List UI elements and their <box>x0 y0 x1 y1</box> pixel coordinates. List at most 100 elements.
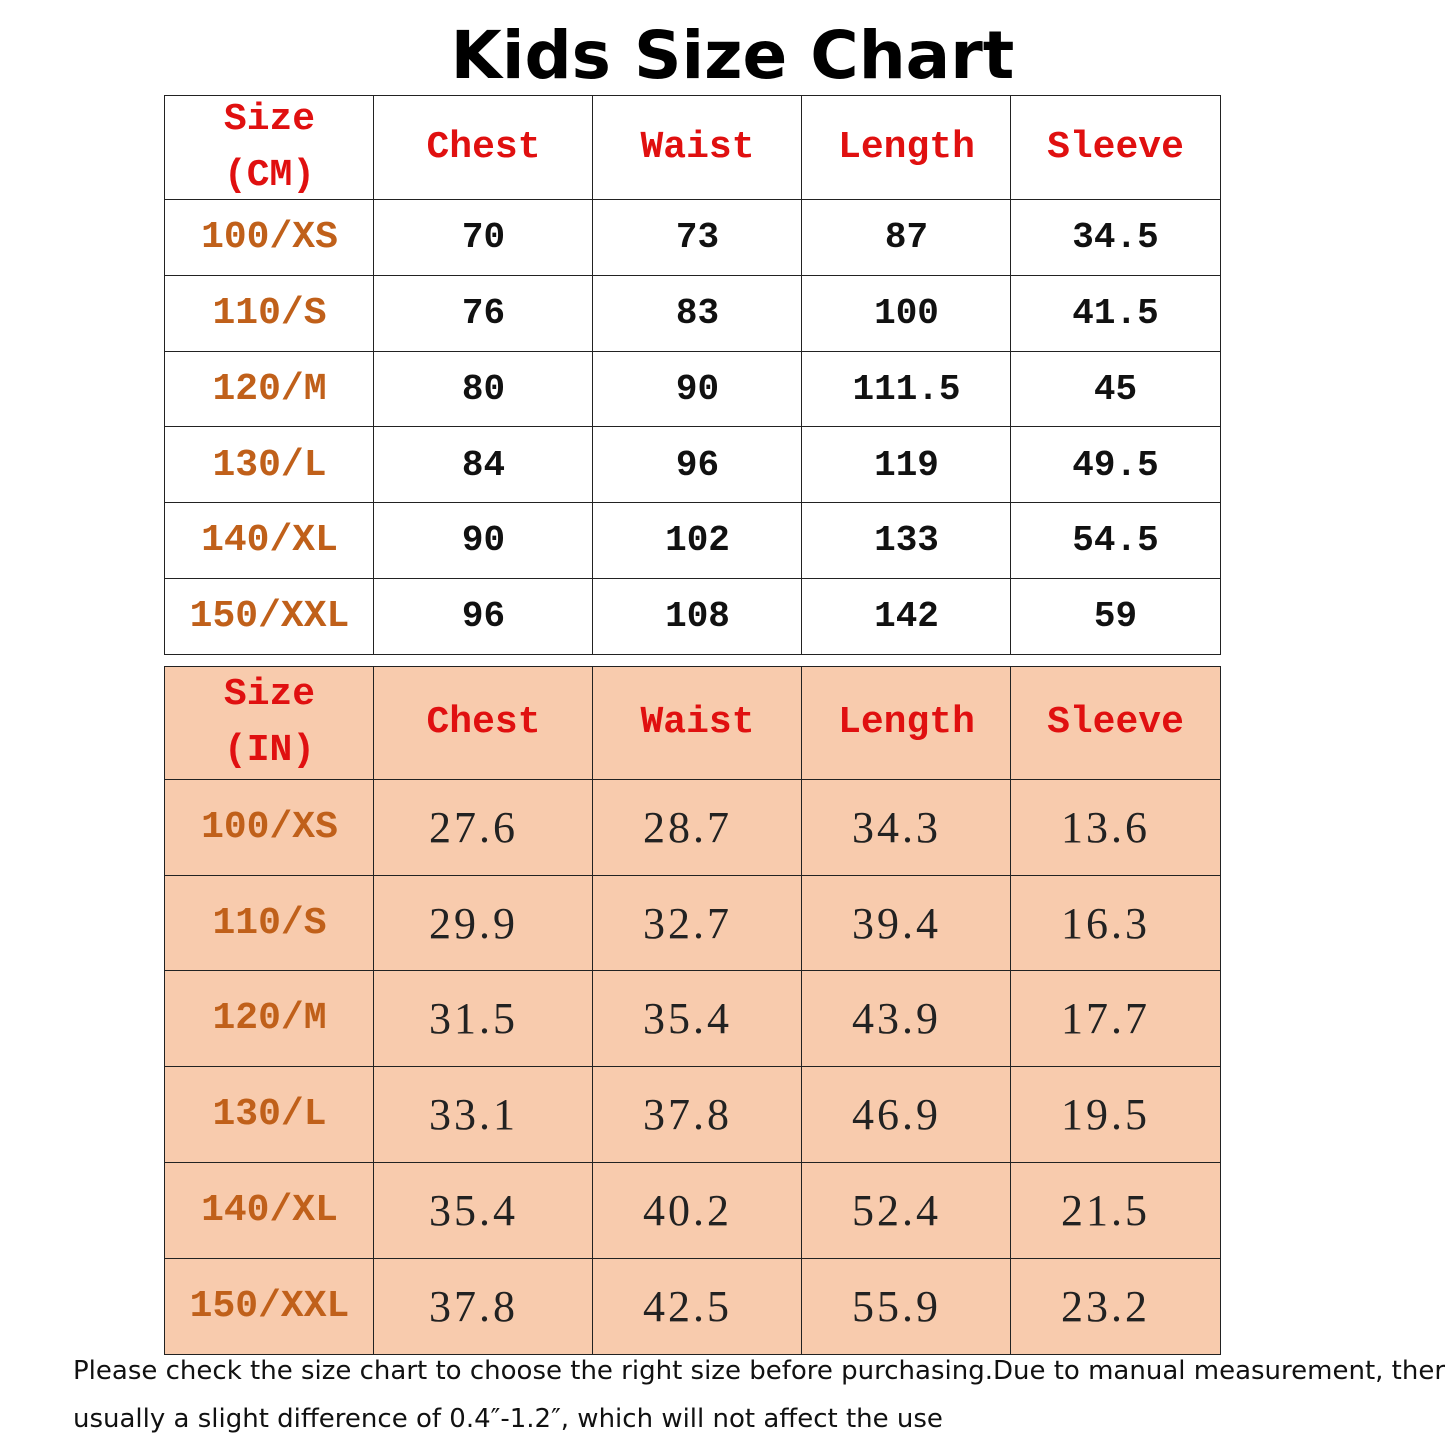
size-label: 100/XS <box>201 216 338 260</box>
table-cell: Waist <box>592 95 803 201</box>
cell-value: 55.9 <box>852 1281 941 1331</box>
table-cell: 140/XL <box>164 1161 375 1259</box>
size-label: 140/XL <box>201 1188 338 1232</box>
size-label: 130/L <box>212 443 327 487</box>
header-text: Size <box>223 97 316 141</box>
cell-value: 76 <box>461 292 506 334</box>
size-label: 110/S <box>212 291 327 335</box>
cell-value: 59 <box>1093 596 1138 638</box>
table-cell: 111.5 <box>801 350 1012 428</box>
table-cell: 96 <box>373 578 594 656</box>
cell-value: 17.7 <box>1061 994 1150 1044</box>
table-cell: 130/L <box>164 426 375 504</box>
cell-value: 35.4 <box>429 1185 518 1235</box>
table-cell: 39.4 <box>801 874 1012 972</box>
table-cell: 40.2 <box>592 1161 803 1259</box>
cell-value: 96 <box>675 444 720 486</box>
table-cell: 59 <box>1010 578 1221 656</box>
table-cell: 23.2 <box>1010 1257 1221 1355</box>
size-label: 150/XXL <box>189 595 350 639</box>
cell-value: 102 <box>665 520 730 562</box>
header-text: Waist <box>640 125 755 169</box>
cell-value: 37.8 <box>429 1281 518 1331</box>
footnote-line: usually a slight difference of 0.4″-1.2″… <box>73 1404 943 1434</box>
table-cell: 54.5 <box>1010 502 1221 580</box>
table-cell: 84 <box>373 426 594 504</box>
table-cell: 43.9 <box>801 970 1012 1068</box>
cell-value: 35.4 <box>643 994 732 1044</box>
table-cell: 13.6 <box>1010 779 1221 877</box>
cell-value: 83 <box>675 292 720 334</box>
table-cell: 100/XS <box>164 779 375 877</box>
cell-value: 42.5 <box>643 1281 732 1331</box>
table-cell: 42.5 <box>592 1257 803 1355</box>
table-cell: 37.8 <box>592 1066 803 1164</box>
cell-value: 37.8 <box>643 1090 732 1140</box>
table-cell: 70 <box>373 199 594 277</box>
table-cell: 133 <box>801 502 1012 580</box>
cell-value: 32.7 <box>643 898 732 948</box>
cell-value: 54.5 <box>1072 520 1159 562</box>
table-cell: 90 <box>373 502 594 580</box>
table-cell: 33.1 <box>373 1066 594 1164</box>
header-text: Length <box>838 701 975 745</box>
table-cell: Size (IN) <box>164 666 375 781</box>
table-cell: 21.5 <box>1010 1161 1221 1259</box>
table-cell: 102 <box>592 502 803 580</box>
size-label: 120/M <box>212 367 327 411</box>
cell-value: 52.4 <box>852 1185 941 1235</box>
header-text: Chest <box>426 125 541 169</box>
cell-value: 90 <box>675 368 720 410</box>
footnote-line: Please check the size chart to choose th… <box>73 1356 1445 1386</box>
cell-value: 111.5 <box>852 368 961 410</box>
table-cell: 120/M <box>164 350 375 428</box>
table-cell: 52.4 <box>801 1161 1012 1259</box>
cell-value: 46.9 <box>852 1090 941 1140</box>
table-cell: 83 <box>592 274 803 353</box>
table-cell: Size (CM) <box>164 95 375 201</box>
table-cell: 37.8 <box>373 1257 594 1355</box>
table-cell: 16.3 <box>1010 874 1221 972</box>
table-cell: 28.7 <box>592 779 803 877</box>
size-label: 120/M <box>212 997 327 1041</box>
cell-value: 142 <box>874 596 939 638</box>
cell-value: 43.9 <box>852 994 941 1044</box>
table-cell: 142 <box>801 578 1012 656</box>
table-cell: 96 <box>592 426 803 504</box>
cell-value: 40.2 <box>643 1185 732 1235</box>
cell-value: 21.5 <box>1061 1185 1150 1235</box>
header-text: Sleeve <box>1047 701 1184 745</box>
table-cell: 100/XS <box>164 199 375 277</box>
cell-value: 34.5 <box>1072 217 1159 259</box>
cell-value: 31.5 <box>429 994 518 1044</box>
cell-value: 28.7 <box>643 803 732 853</box>
cell-value: 90 <box>461 520 506 562</box>
cell-value: 73 <box>675 217 720 259</box>
table-cell: 19.5 <box>1010 1066 1221 1164</box>
table-cell: 150/XXL <box>164 1257 375 1355</box>
cell-value: 16.3 <box>1061 898 1150 948</box>
table-cell: 35.4 <box>592 970 803 1068</box>
table-cell: 119 <box>801 426 1012 504</box>
cell-value: 41.5 <box>1072 292 1159 334</box>
header-text: Length <box>838 125 975 169</box>
header-text: Sleeve <box>1047 125 1184 169</box>
header-text: Chest <box>426 701 541 745</box>
cell-value: 45 <box>1093 368 1138 410</box>
table-cell: 35.4 <box>373 1161 594 1259</box>
table-cell: 34.5 <box>1010 199 1221 277</box>
cell-value: 27.6 <box>429 803 518 853</box>
table-cell: 110/S <box>164 274 375 353</box>
table-cell: 17.7 <box>1010 970 1221 1068</box>
cell-value: 80 <box>461 368 506 410</box>
table-cell: 46.9 <box>801 1066 1012 1164</box>
cell-value: 13.6 <box>1061 803 1150 853</box>
table-cell: 27.6 <box>373 779 594 877</box>
table-cell: 76 <box>373 274 594 353</box>
table-cell: Length <box>801 95 1012 201</box>
cell-value: 119 <box>874 444 939 486</box>
header-text: Size <box>223 673 316 717</box>
table-cell: 31.5 <box>373 970 594 1068</box>
table-cell: 100 <box>801 274 1012 353</box>
